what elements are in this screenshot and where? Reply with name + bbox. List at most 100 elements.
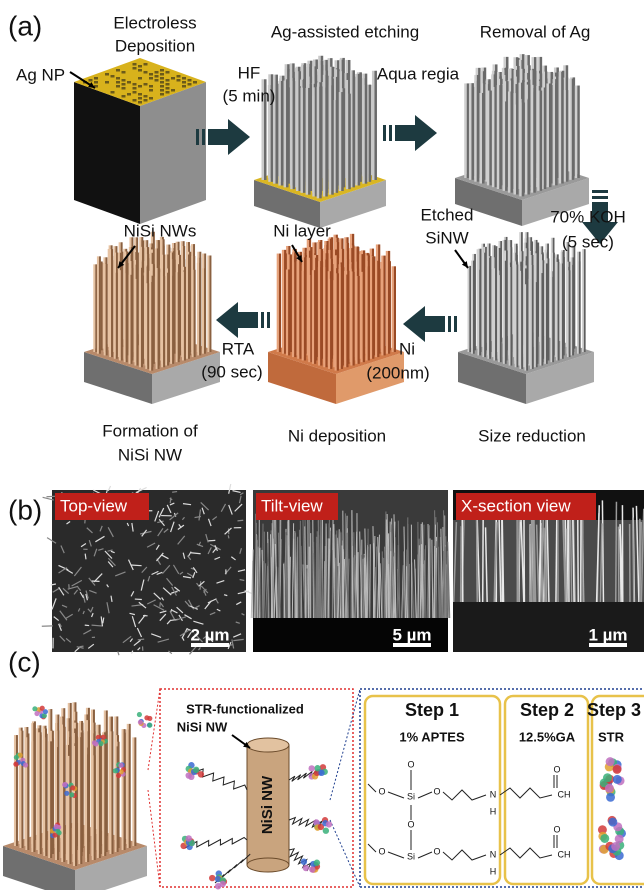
nanowire [495,268,497,360]
nanowire [331,85,334,194]
nanowire [163,276,165,367]
nanowire [510,91,513,192]
protein [606,793,615,802]
nanowire [526,284,528,370]
nanowire [540,91,543,191]
pore [149,77,153,80]
chem-label: CH [558,789,571,799]
nanowire [167,273,169,366]
nanowire [197,258,199,356]
arrow-stripe [389,125,392,141]
nanowire [300,88,303,193]
nanowire [127,724,129,848]
nanowire [381,256,383,356]
zoom-line [148,689,160,770]
sem-texture [138,639,144,640]
nanowire [132,737,134,846]
protein [54,824,59,829]
stage-title: Formation of [102,421,198,440]
pore [116,81,120,84]
zoom-line [330,689,360,800]
sem-texture [461,526,462,602]
nanowire [329,85,332,194]
nanowire [498,275,500,362]
nanowire [541,273,543,365]
nanowire [566,90,569,182]
nanowire [377,261,379,357]
pore [166,71,170,74]
nanowire [27,737,29,850]
pore [171,77,175,80]
nanowire [473,261,475,354]
nanowire [134,737,136,846]
sem-texture [172,492,177,493]
nanowire [45,737,47,856]
process-arrow [403,306,457,342]
step-title: Step 2 [520,700,574,720]
pore [193,81,197,84]
nanowire [519,99,522,196]
pore [133,67,137,70]
nanowire [352,76,355,187]
pore [133,91,137,94]
nanowire [548,258,550,360]
pore [116,69,120,72]
nanowire [510,267,512,366]
annotation: Ag NP [16,65,65,84]
nanowire [489,91,492,186]
nanowire [192,270,194,357]
nanowire [297,254,299,359]
nanowire [374,71,377,180]
chem-label: Si [407,791,415,801]
nanowire [106,264,108,355]
nanowire [130,275,132,364]
pore [177,75,181,78]
nanowire [33,741,35,852]
nanowire [487,91,490,186]
pore [182,81,186,84]
pore [149,85,153,88]
nanowire [151,282,153,371]
chemical-bonds [368,770,557,860]
pore [127,81,131,84]
protein [93,741,98,746]
nanowire [370,257,372,359]
nanowire [149,282,151,371]
nanowire [467,83,470,178]
sem-texture [160,602,161,607]
nanowire [464,83,467,178]
nanowire [145,283,147,369]
protein [220,881,226,887]
nanowire [550,277,552,362]
nanowire [336,100,339,193]
nanowire [317,87,320,199]
nanowire [294,252,296,357]
nanowire [94,755,96,860]
protein [303,865,309,871]
nanowire [553,79,556,185]
protein [32,706,37,711]
nanowire [314,270,316,364]
pore [144,95,148,98]
nanowire [546,263,548,363]
protein [69,792,74,797]
protein [308,765,314,771]
nanowire [57,755,59,860]
pore [160,77,164,80]
nanowire [312,87,315,196]
nanowire [186,254,188,358]
nanowire [204,268,206,353]
chem-label: O [553,764,560,774]
nanowire [293,81,296,189]
nanowire [394,266,396,352]
nanowire [555,79,558,185]
protein [113,768,118,773]
nanowire [540,273,542,365]
nanowire [569,270,571,357]
protein [185,772,191,778]
nanowire [388,251,390,354]
reagent: 1% APTES [399,729,465,744]
block-right [140,82,206,224]
pore [182,85,186,88]
nanowire [277,254,279,352]
